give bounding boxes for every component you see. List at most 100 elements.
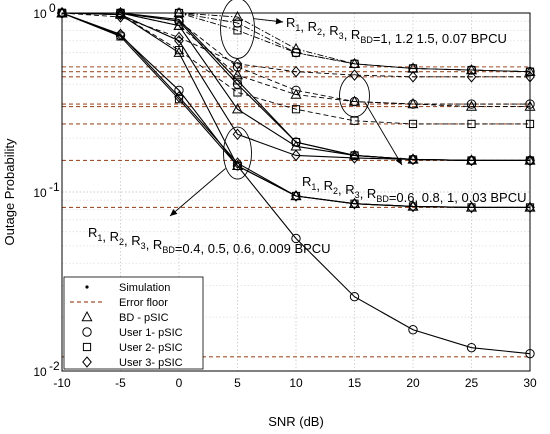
data-point [465, 100, 478, 111]
data-point [291, 233, 301, 244]
legend-label: Error floor [119, 297, 168, 309]
data-point [466, 65, 477, 75]
annotation-part: R [286, 15, 295, 30]
arrow-head [170, 209, 178, 216]
x-tick-label: 5 [234, 376, 241, 390]
legend-label: User 3- pSIC [119, 357, 183, 369]
data-point [291, 105, 301, 114]
data-point [349, 197, 360, 210]
data-point [174, 95, 184, 104]
series-line [61, 12, 530, 125]
data-point [408, 63, 418, 74]
legend-marker-circle [82, 327, 92, 337]
y-tick-exponent: 0 [49, 1, 56, 15]
annotation-part: R [88, 225, 97, 240]
data-point [291, 138, 301, 147]
x-tick-label: -10 [53, 376, 71, 390]
annotation-subscript: BD [360, 35, 373, 45]
data-point [408, 325, 418, 335]
data-point [173, 19, 185, 30]
annotation-subscript: 3 [339, 31, 344, 41]
annotation-tail: =0.4, 0.5, 0.6, 0.009 BPCU [175, 241, 331, 256]
y-axis-label: Outage Probability [2, 138, 17, 245]
data-point [174, 31, 184, 44]
group-ellipse [339, 74, 370, 118]
annotation-subscript: 3 [355, 190, 360, 200]
data-point [291, 48, 301, 57]
data-point [291, 48, 301, 58]
x-tick-label: 10 [289, 376, 303, 390]
group-ellipse [220, 0, 255, 59]
data-point [466, 99, 477, 109]
data-point [231, 69, 244, 80]
y-tick-label: 10 [33, 186, 47, 200]
annotation-part: , R [300, 19, 317, 34]
legend-label: User 2- pSIC [119, 342, 183, 354]
annotation-part: , R [344, 27, 361, 42]
data-point [233, 76, 242, 85]
legend-label: Simulation [119, 282, 170, 294]
annotation-subscript: BD [162, 245, 175, 255]
group-ellipse [223, 126, 252, 180]
data-point [290, 88, 302, 99]
arrow-head [395, 157, 402, 165]
annotation-part: , R [360, 186, 377, 201]
y-tick-label: 10 [33, 7, 47, 21]
data-point [174, 16, 184, 26]
x-tick-label: 15 [348, 376, 362, 390]
legend-marker-diamond [82, 356, 92, 368]
data-point [232, 58, 243, 70]
data-point [466, 154, 477, 167]
data-point [349, 292, 360, 302]
series-line [61, 12, 530, 78]
series-line [61, 12, 530, 162]
annotation-subscript: 1 [295, 23, 300, 33]
data-point [408, 200, 418, 213]
annotation-text: R1, R2, R3, RBD=0.4, 0.5, 0.6, 0.009 BPC… [88, 225, 331, 256]
annotation-subscript: 2 [333, 186, 338, 196]
arrow-line [364, 101, 403, 166]
data-point [466, 71, 477, 83]
annotation-arrows [169, 18, 403, 217]
x-tick-label: -5 [115, 376, 126, 390]
legend-box [63, 276, 204, 370]
data-point [232, 128, 243, 141]
arrow-line [169, 168, 226, 217]
data-point [174, 85, 184, 95]
data-point [115, 28, 126, 41]
data-point [408, 71, 418, 83]
data-point [408, 153, 418, 166]
series-line [62, 12, 530, 105]
annotation-part: , R [338, 182, 355, 197]
x-tick-label: 30 [523, 376, 537, 390]
data-point [349, 152, 360, 164]
x-tick-label: 25 [465, 376, 479, 390]
data-point [231, 10, 244, 22]
annotation-subscript: 2 [317, 27, 322, 37]
data-point [291, 137, 301, 147]
annotation-subscript: 1 [311, 182, 316, 192]
x-tick-labels: -10 -5 0 5 10 15 20 25 30 [53, 376, 537, 390]
data-point [291, 190, 301, 202]
legend-marker-square [82, 342, 92, 352]
annotation-part: , R [316, 178, 333, 193]
arrow-head [275, 18, 283, 25]
series-line [62, 12, 530, 108]
plot-frame [61, 12, 531, 372]
legend-label: User 1- pSIC [119, 327, 183, 339]
annotation-subscript: 2 [119, 237, 124, 247]
data-point [233, 161, 242, 170]
annotation-part: , R [102, 229, 119, 244]
y-tick-exponent: -1 [49, 180, 60, 194]
series-line [61, 12, 531, 355]
data-point [291, 65, 301, 78]
data-point [466, 342, 477, 353]
legend-marker-dot [85, 285, 89, 289]
x-tick-label: 20 [406, 376, 420, 390]
data-point [174, 46, 184, 55]
y-tick-exponent: -2 [49, 359, 60, 373]
annotation-subscript: 3 [141, 241, 146, 251]
data-point [233, 26, 242, 35]
data-point [408, 119, 418, 129]
